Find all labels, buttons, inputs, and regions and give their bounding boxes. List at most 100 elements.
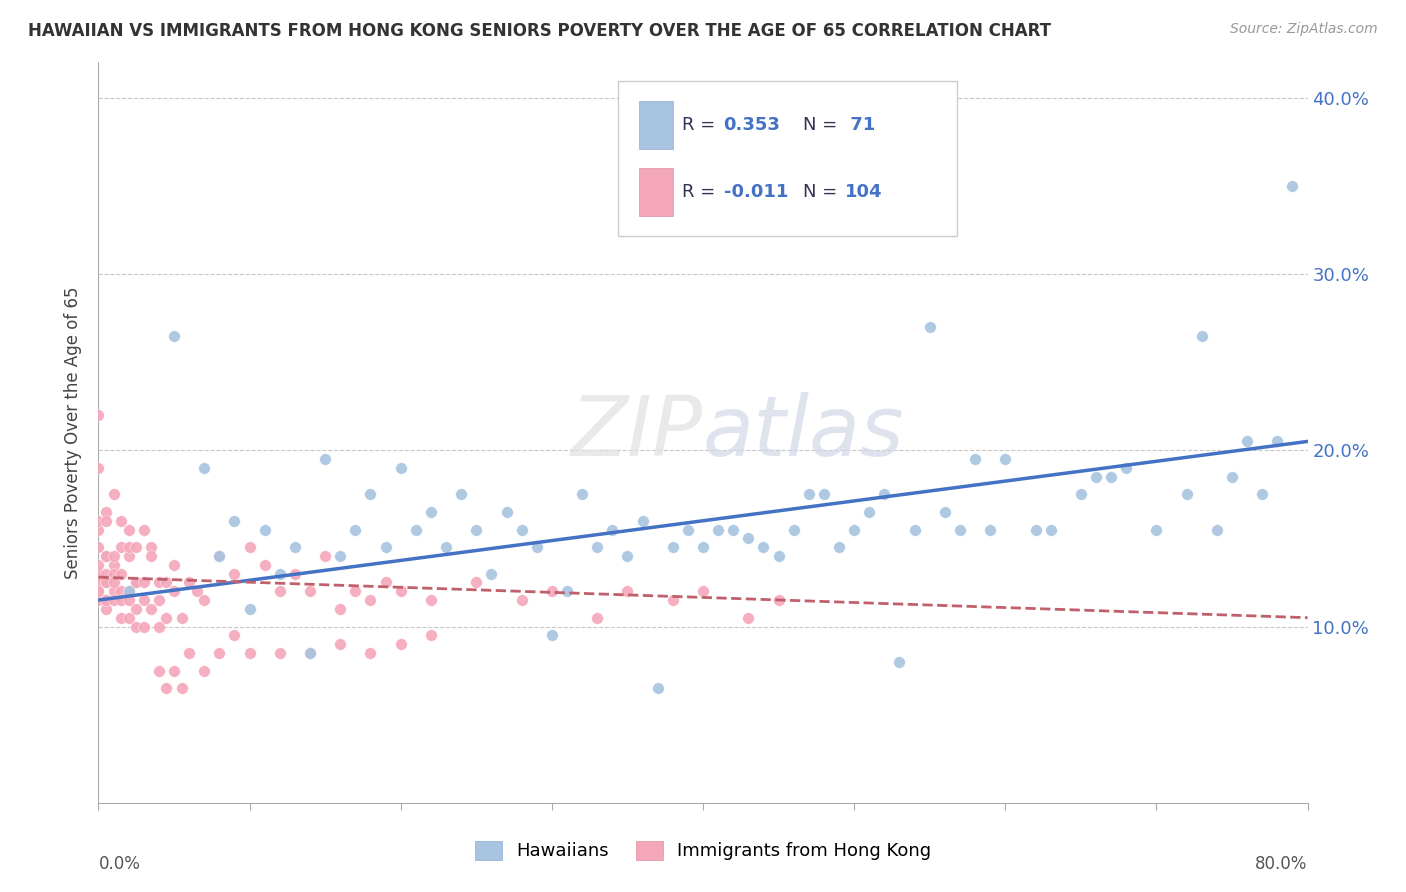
Point bbox=[783, 523, 806, 537]
Point bbox=[540, 584, 562, 599]
Point bbox=[329, 549, 352, 563]
Point bbox=[797, 487, 820, 501]
Point bbox=[360, 487, 382, 501]
Point bbox=[1220, 469, 1243, 483]
Point bbox=[110, 514, 132, 528]
Point bbox=[269, 584, 291, 599]
Point bbox=[647, 681, 669, 696]
Point bbox=[1281, 178, 1303, 193]
Point bbox=[329, 602, 352, 616]
Point bbox=[299, 646, 322, 660]
Text: N =: N = bbox=[803, 116, 844, 135]
Point bbox=[103, 593, 125, 607]
Text: R =: R = bbox=[682, 183, 721, 201]
Point bbox=[389, 461, 412, 475]
Point bbox=[132, 619, 155, 633]
Point bbox=[103, 487, 125, 501]
Y-axis label: Seniors Poverty Over the Age of 65: Seniors Poverty Over the Age of 65 bbox=[65, 286, 83, 579]
Point bbox=[269, 566, 291, 581]
Point bbox=[94, 549, 117, 563]
Point bbox=[465, 575, 488, 590]
Point bbox=[163, 558, 186, 572]
Point bbox=[155, 610, 177, 624]
Point bbox=[692, 584, 714, 599]
Bar bbox=[638, 168, 673, 216]
Point bbox=[1191, 328, 1213, 343]
Point bbox=[208, 646, 231, 660]
Point bbox=[118, 523, 141, 537]
Point bbox=[87, 566, 110, 581]
Point bbox=[661, 540, 683, 554]
Point bbox=[571, 487, 593, 501]
Point bbox=[768, 593, 790, 607]
Text: N =: N = bbox=[803, 183, 844, 201]
Point bbox=[141, 549, 163, 563]
Point bbox=[193, 593, 215, 607]
Point bbox=[1144, 523, 1167, 537]
Point bbox=[299, 646, 322, 660]
Point bbox=[526, 540, 548, 554]
Text: 71: 71 bbox=[845, 116, 876, 135]
Point bbox=[87, 558, 110, 572]
Point bbox=[737, 610, 759, 624]
Point bbox=[155, 681, 177, 696]
Point bbox=[179, 646, 201, 660]
Point bbox=[873, 487, 896, 501]
Point bbox=[994, 452, 1017, 467]
Point bbox=[752, 540, 775, 554]
Point bbox=[94, 566, 117, 581]
Point bbox=[813, 487, 835, 501]
Text: 80.0%: 80.0% bbox=[1256, 855, 1308, 872]
Point bbox=[374, 540, 396, 554]
Point bbox=[193, 664, 215, 678]
Text: -0.011: -0.011 bbox=[724, 183, 787, 201]
Point bbox=[239, 540, 262, 554]
Point bbox=[737, 532, 759, 546]
Text: 0.0%: 0.0% bbox=[98, 855, 141, 872]
Point bbox=[344, 523, 367, 537]
Point bbox=[434, 540, 457, 554]
Point bbox=[723, 523, 745, 537]
Point bbox=[103, 558, 125, 572]
Point bbox=[163, 328, 186, 343]
Text: R =: R = bbox=[682, 116, 721, 135]
Point bbox=[420, 593, 443, 607]
Point bbox=[193, 461, 215, 475]
Point bbox=[110, 610, 132, 624]
Point bbox=[87, 514, 110, 528]
Text: HAWAIIAN VS IMMIGRANTS FROM HONG KONG SENIORS POVERTY OVER THE AGE OF 65 CORRELA: HAWAIIAN VS IMMIGRANTS FROM HONG KONG SE… bbox=[28, 22, 1052, 40]
Point bbox=[1267, 434, 1289, 449]
Legend: Hawaiians, Immigrants from Hong Kong: Hawaiians, Immigrants from Hong Kong bbox=[475, 841, 931, 861]
Point bbox=[94, 505, 117, 519]
Point bbox=[110, 593, 132, 607]
Point bbox=[299, 584, 322, 599]
Point bbox=[208, 549, 231, 563]
Point bbox=[602, 523, 624, 537]
Point bbox=[965, 452, 987, 467]
Point bbox=[110, 566, 132, 581]
Point bbox=[87, 584, 110, 599]
Point bbox=[87, 408, 110, 422]
Point bbox=[540, 628, 562, 642]
Point bbox=[269, 646, 291, 660]
Point bbox=[87, 575, 110, 590]
Point bbox=[170, 610, 193, 624]
Point bbox=[555, 584, 578, 599]
Point bbox=[118, 593, 141, 607]
Point bbox=[904, 523, 927, 537]
Point bbox=[360, 646, 382, 660]
Point bbox=[676, 523, 699, 537]
FancyBboxPatch shape bbox=[619, 81, 957, 236]
Point bbox=[420, 505, 443, 519]
Point bbox=[631, 514, 654, 528]
Point bbox=[1085, 469, 1108, 483]
Point bbox=[979, 523, 1001, 537]
Point bbox=[1099, 469, 1122, 483]
Point bbox=[103, 584, 125, 599]
Text: atlas: atlas bbox=[703, 392, 904, 473]
Point bbox=[1070, 487, 1092, 501]
Point bbox=[450, 487, 472, 501]
Point bbox=[389, 637, 412, 651]
Point bbox=[87, 566, 110, 581]
Point bbox=[125, 602, 148, 616]
